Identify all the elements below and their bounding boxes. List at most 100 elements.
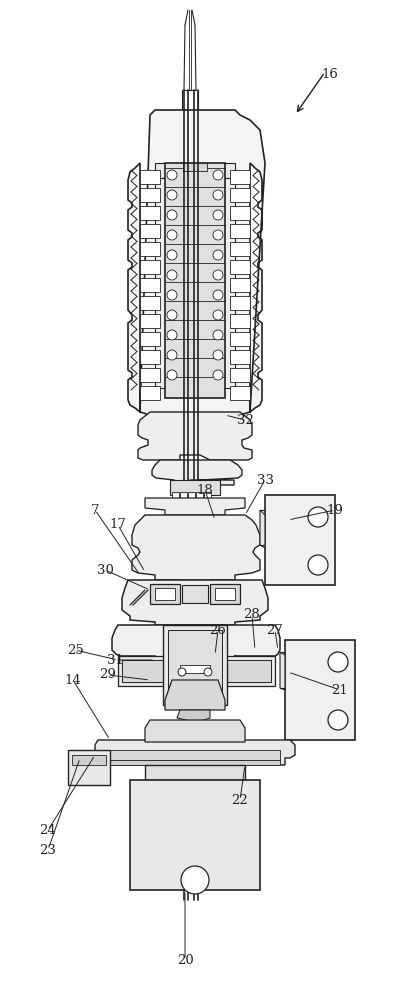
Circle shape: [308, 507, 328, 527]
Text: 18: 18: [197, 484, 213, 496]
Polygon shape: [128, 110, 265, 422]
Circle shape: [213, 350, 223, 360]
Bar: [230, 188, 250, 202]
Circle shape: [167, 290, 177, 300]
Circle shape: [167, 350, 177, 360]
Text: 19: 19: [327, 504, 343, 516]
Text: 28: 28: [244, 608, 261, 621]
Bar: [230, 350, 250, 364]
Bar: [110, 760, 280, 765]
Text: 20: 20: [177, 954, 193, 966]
Text: 22: 22: [232, 794, 248, 806]
Polygon shape: [155, 115, 215, 163]
Bar: [230, 278, 250, 292]
Bar: [183, 163, 207, 171]
Circle shape: [167, 170, 177, 180]
Text: 7: 7: [91, 504, 99, 516]
Bar: [140, 242, 160, 256]
Bar: [110, 750, 280, 760]
Bar: [165, 163, 225, 398]
Bar: [140, 260, 160, 274]
Text: 16: 16: [322, 68, 339, 82]
Polygon shape: [165, 680, 225, 710]
Polygon shape: [145, 498, 245, 515]
Bar: [122, 660, 169, 682]
Circle shape: [328, 710, 348, 730]
Bar: [155, 163, 235, 178]
Circle shape: [213, 250, 223, 260]
Circle shape: [204, 668, 212, 676]
Circle shape: [167, 270, 177, 280]
Text: 24: 24: [40, 824, 56, 836]
Bar: [196, 492, 203, 512]
Circle shape: [213, 270, 223, 280]
Bar: [140, 314, 160, 328]
Bar: [140, 332, 160, 346]
Circle shape: [167, 370, 177, 380]
Circle shape: [213, 290, 223, 300]
Bar: [230, 368, 250, 382]
Bar: [150, 584, 180, 604]
Bar: [182, 585, 208, 603]
Bar: [145, 765, 245, 780]
Bar: [140, 278, 160, 292]
Bar: [170, 520, 218, 526]
Circle shape: [213, 310, 223, 320]
Circle shape: [167, 310, 177, 320]
Bar: [140, 206, 160, 220]
Text: 25: 25: [67, 644, 84, 656]
Bar: [180, 665, 210, 673]
Polygon shape: [112, 625, 280, 660]
Text: 30: 30: [97, 564, 113, 576]
Circle shape: [167, 190, 177, 200]
Text: 21: 21: [331, 684, 348, 696]
Bar: [230, 260, 250, 274]
Bar: [230, 224, 250, 238]
Bar: [230, 170, 250, 184]
Polygon shape: [280, 652, 285, 690]
Polygon shape: [260, 510, 265, 548]
Text: 26: 26: [209, 624, 227, 637]
Bar: [170, 480, 220, 495]
Bar: [204, 492, 211, 512]
Polygon shape: [138, 412, 252, 460]
Bar: [140, 170, 160, 184]
Bar: [224, 660, 271, 682]
Circle shape: [167, 210, 177, 220]
Circle shape: [213, 210, 223, 220]
Polygon shape: [95, 740, 295, 765]
Polygon shape: [132, 515, 260, 580]
Polygon shape: [152, 460, 242, 485]
Polygon shape: [145, 720, 245, 742]
Bar: [210, 584, 240, 604]
Polygon shape: [122, 580, 268, 625]
Bar: [172, 492, 179, 512]
Circle shape: [213, 190, 223, 200]
Bar: [167, 512, 222, 520]
Bar: [140, 296, 160, 310]
Bar: [265, 495, 335, 585]
Circle shape: [213, 230, 223, 240]
Text: 31: 31: [107, 654, 124, 666]
Text: 33: 33: [257, 474, 274, 487]
Bar: [140, 368, 160, 382]
Bar: [72, 755, 106, 765]
Bar: [155, 588, 175, 600]
Bar: [118, 656, 173, 686]
Bar: [140, 188, 160, 202]
Text: 32: 32: [236, 414, 253, 426]
Bar: [220, 656, 275, 686]
Circle shape: [167, 250, 177, 260]
Polygon shape: [165, 115, 215, 163]
Bar: [230, 296, 250, 310]
Circle shape: [213, 330, 223, 340]
Bar: [180, 492, 187, 512]
Bar: [168, 630, 222, 700]
Circle shape: [181, 866, 209, 894]
Bar: [155, 178, 235, 388]
Text: 27: 27: [267, 624, 284, 637]
Circle shape: [167, 330, 177, 340]
Text: 29: 29: [99, 668, 116, 682]
Bar: [130, 780, 260, 890]
Bar: [140, 224, 160, 238]
